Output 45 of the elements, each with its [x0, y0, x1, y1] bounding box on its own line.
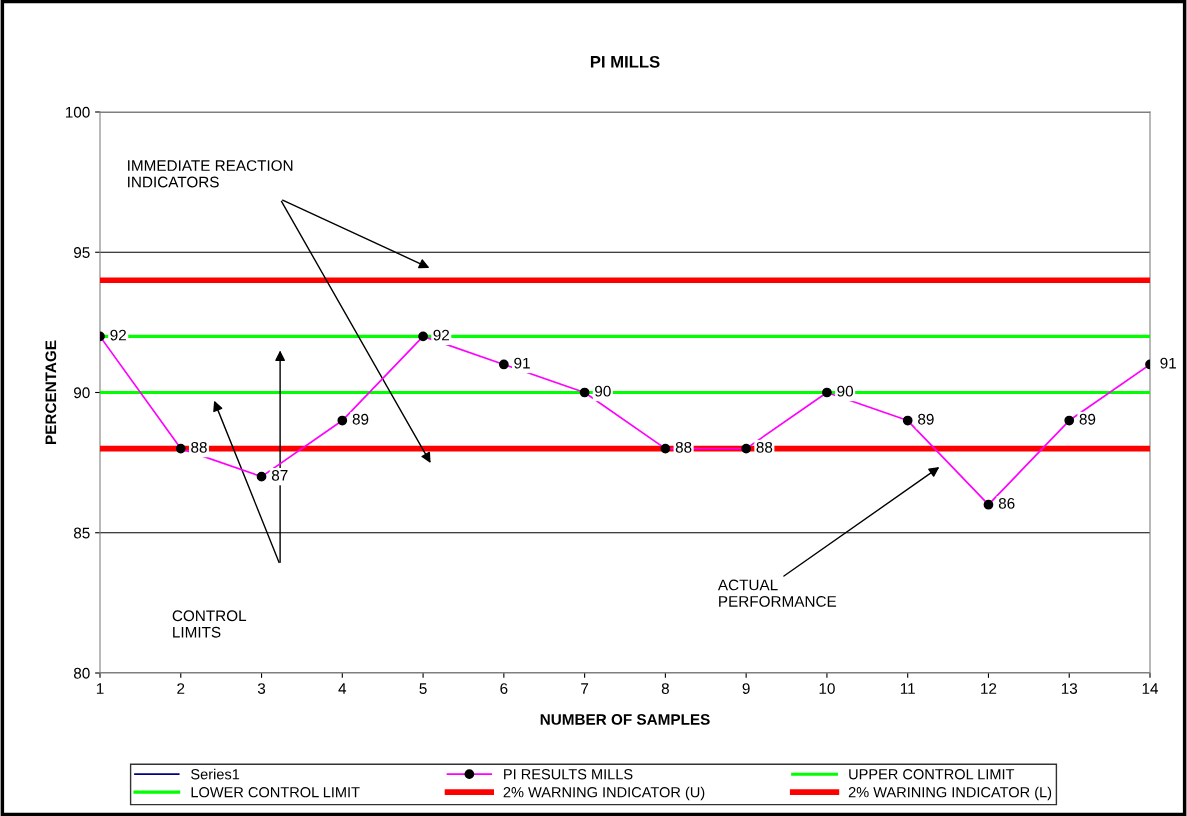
x-tick-label: 12: [981, 683, 997, 694]
data-label: 91: [514, 357, 530, 369]
data-label: 87: [271, 469, 288, 481]
x-axis-title: NUMBER OF SAMPLES: [540, 714, 710, 725]
data-label: 92: [110, 329, 126, 341]
annotation: CONTROL LIMITS: [172, 610, 247, 638]
y-tick-label: 90: [74, 387, 90, 399]
x-tick-label: 1: [96, 683, 104, 694]
annotation: IMMEDIATE REACTION INDICATORS: [128, 160, 293, 188]
x-tick-label: 4: [338, 683, 347, 694]
legend-label: UPPER CONTROL LIMIT: [849, 769, 1015, 780]
y-tick-label: 95: [74, 247, 90, 258]
x-tick-label: 10: [819, 683, 835, 694]
y-tick-label: 85: [73, 527, 90, 539]
data-label: 91: [1160, 357, 1176, 369]
x-tick-label: 2: [177, 683, 185, 694]
y-tick-label: 100: [65, 106, 90, 118]
y-tick-label: 80: [73, 667, 90, 679]
data-label: 92: [433, 329, 450, 341]
legend-label: 2% WARINING INDICATOR (L): [848, 786, 1052, 801]
x-tick-label: 5: [419, 683, 427, 694]
chart-title: PI MILLS: [590, 55, 660, 68]
data-label: 88: [756, 441, 773, 453]
x-tick-label: 6: [500, 683, 508, 694]
x-tick-label: 11: [900, 683, 915, 694]
data-label: 90: [837, 385, 854, 397]
x-tick-label: 3: [257, 683, 266, 694]
x-tick-label: 13: [1061, 683, 1078, 694]
data-label: 88: [675, 441, 692, 453]
x-tick-label: 8: [661, 683, 669, 694]
data-label: 90: [595, 385, 611, 397]
data-label: 86: [998, 497, 1015, 509]
data-label: 89: [352, 413, 369, 425]
legend-label: 2% WARNING INDICATOR (U): [503, 786, 705, 801]
x-tick-label: 7: [581, 683, 589, 694]
data-label: 89: [1079, 413, 1096, 425]
legend-label: LOWER CONTROL LIMIT: [191, 787, 360, 798]
annotation: ACTUAL PERFORMANCE: [717, 579, 837, 607]
x-tick-label: 9: [742, 683, 750, 694]
data-label: 89: [918, 413, 934, 425]
y-axis-title: PERCENTAGE: [45, 340, 57, 444]
x-tick-label: 14: [1142, 683, 1159, 694]
legend-label: PI RESULTS MILLS: [504, 769, 633, 780]
legend-label: Series1: [191, 768, 240, 780]
data-label: 88: [191, 441, 207, 453]
